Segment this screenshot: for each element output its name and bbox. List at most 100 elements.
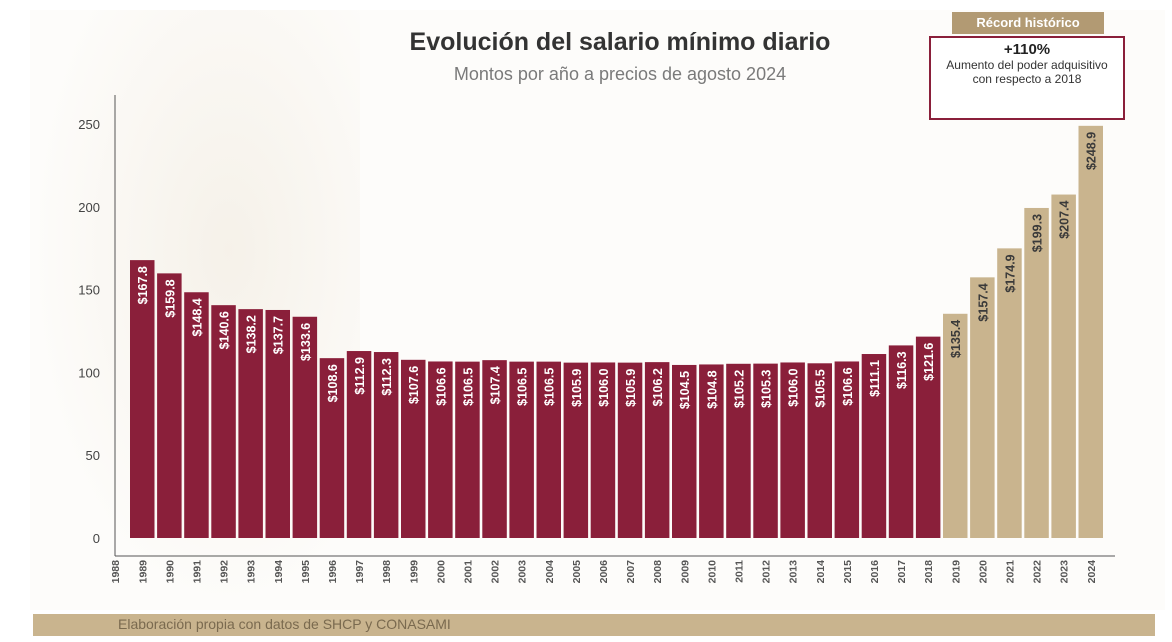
x-tick-label: 1990: [164, 560, 176, 584]
x-tick-label: 1996: [327, 560, 339, 584]
x-tick-label: 2019: [950, 560, 962, 584]
bar: [184, 292, 209, 538]
bar: [672, 364, 697, 538]
record-value: +110%: [1003, 41, 1051, 58]
bar-value-label: $106.6: [434, 367, 448, 405]
chart-subtitle: Montos por año a precios de agosto 2024: [453, 64, 787, 84]
x-tick-label: 1997: [354, 560, 366, 584]
bar: [617, 362, 643, 538]
bar-value-label: $133.6: [299, 323, 313, 361]
bar-value-label: $167.8: [136, 266, 150, 304]
x-tick-label: 2012: [761, 560, 773, 584]
bar: [238, 309, 263, 538]
x-tick-label: 2020: [977, 560, 989, 584]
y-tick-label: 200: [78, 200, 100, 215]
record-badge: Récord histórico: [952, 12, 1104, 34]
x-tick-label: 1988: [110, 560, 122, 584]
x-tick-label: 1991: [191, 560, 203, 584]
bar: [211, 305, 236, 538]
y-tick-label: 150: [78, 283, 100, 298]
bar-value-label: $111.1: [868, 360, 882, 397]
bar: [726, 363, 751, 538]
x-tick-label: 2002: [490, 560, 502, 584]
bar: [997, 248, 1022, 538]
record-callout: +110% Aumento del poder adquisitivo con …: [929, 36, 1125, 120]
x-tick-label: 2016: [869, 560, 881, 584]
bar-value-label: $112.9: [353, 357, 367, 395]
x-tick-label: 1989: [137, 560, 149, 584]
bar: [130, 260, 155, 538]
y-tick-label: 0: [93, 531, 100, 546]
x-tick-label: 2009: [679, 560, 691, 584]
bar: [1024, 207, 1049, 538]
x-tick-label: 2015: [842, 560, 854, 584]
bar-value-label: $248.9: [1085, 132, 1099, 170]
source-note: Elaboración propia con datos de SHCP y C…: [118, 616, 451, 632]
bar: [1078, 125, 1103, 539]
bar-value-label: $137.7: [272, 316, 286, 354]
bar: [807, 363, 832, 538]
bar: [563, 362, 589, 538]
bar: [753, 363, 778, 538]
bar: [943, 313, 968, 538]
bar-value-label: $121.6: [922, 343, 936, 381]
bar: [590, 362, 616, 538]
x-tick-label: 2004: [544, 560, 556, 584]
bar: [401, 359, 426, 538]
bar-value-label: $105.5: [814, 369, 828, 407]
bar: [536, 361, 561, 538]
bar: [265, 309, 290, 538]
x-tick-label: 1999: [408, 560, 420, 584]
bar: [915, 336, 941, 538]
x-tick-label: 2008: [652, 560, 664, 584]
bar-value-label: $106.5: [461, 368, 475, 406]
x-tick-label: 2014: [815, 560, 827, 584]
x-tick-label: 2005: [571, 560, 583, 584]
x-tick-label: 2017: [896, 560, 908, 584]
bar: [861, 354, 887, 538]
x-tick-label: 1995: [300, 560, 312, 584]
bar-value-label: $106.0: [597, 368, 611, 406]
x-tick-label: 2000: [435, 560, 447, 584]
x-tick-label: 2018: [923, 560, 935, 584]
bar-value-label: $140.6: [218, 311, 232, 349]
bar-value-label: $159.8: [163, 279, 177, 317]
bar-value-label: $148.4: [190, 298, 204, 336]
bar: [834, 361, 860, 538]
bar: [428, 361, 453, 538]
x-tick-label: 1992: [219, 560, 231, 584]
bar-value-label: $112.3: [380, 358, 394, 396]
x-tick-label: 2023: [1059, 560, 1071, 584]
bar: [482, 360, 507, 538]
bar-value-label: $105.9: [624, 369, 638, 407]
bar: [346, 351, 372, 538]
bar-value-label: $199.3: [1031, 214, 1045, 252]
bar-value-label: $116.3: [895, 351, 909, 389]
bar: [888, 345, 914, 538]
x-tick-label: 2006: [598, 560, 610, 584]
source-bar: [33, 614, 1155, 636]
bar: [292, 316, 318, 538]
bar-value-label: $104.5: [678, 371, 692, 409]
x-tick-label: 2024: [1086, 560, 1098, 584]
bar-value-label: $106.2: [651, 368, 665, 406]
x-tick-label: 1998: [381, 560, 393, 584]
bar-value-label: $104.8: [705, 370, 719, 408]
bar: [455, 361, 480, 538]
chart-title: Evolución del salario mínimo diario: [409, 28, 831, 56]
x-tick-label: 2003: [517, 560, 529, 584]
bar-value-label: $105.9: [570, 369, 584, 407]
bar-value-label: $106.5: [543, 368, 557, 406]
bar: [1051, 194, 1076, 538]
x-tick-label: 1993: [246, 560, 258, 584]
y-tick-label: 100: [78, 365, 100, 380]
bar-value-label: $106.5: [516, 368, 530, 406]
bar: [319, 358, 345, 538]
x-tick-label: 2007: [625, 560, 637, 584]
x-tick-label: 1994: [273, 560, 285, 584]
bar-value-label: $105.3: [760, 370, 774, 408]
x-tick-label: 2022: [1032, 560, 1044, 584]
bar: [644, 362, 670, 538]
bar: [699, 364, 724, 538]
